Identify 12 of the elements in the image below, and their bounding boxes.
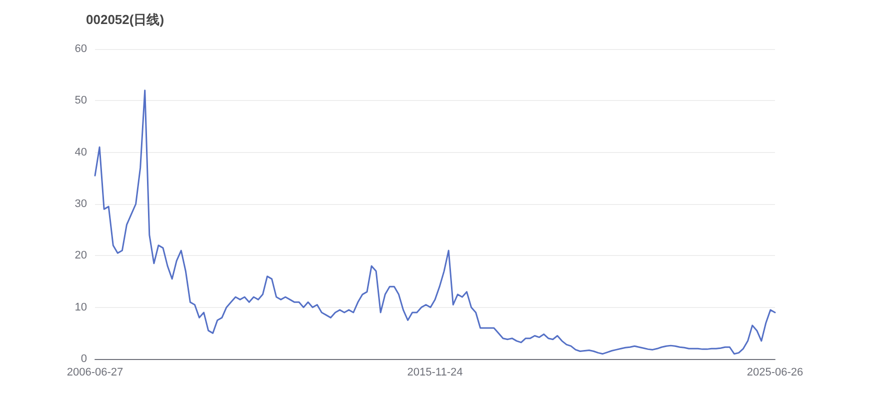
y-tick-label: 40 (74, 146, 87, 158)
chart-title: 002052(日线) (86, 12, 164, 27)
x-tick-label: 2015-11-24 (407, 366, 463, 378)
y-tick-label: 0 (80, 353, 87, 365)
x-tick-label: 2025-06-26 (746, 366, 804, 378)
y-tick-label: 10 (74, 301, 87, 314)
y-tick-label: 30 (74, 198, 87, 210)
y-tick-label: 20 (74, 250, 87, 262)
line-series (94, 90, 776, 355)
x-tick-label: 2006-06-27 (66, 366, 124, 378)
y-tick-label: 60 (74, 43, 87, 55)
y-tick-label: 50 (74, 94, 87, 107)
